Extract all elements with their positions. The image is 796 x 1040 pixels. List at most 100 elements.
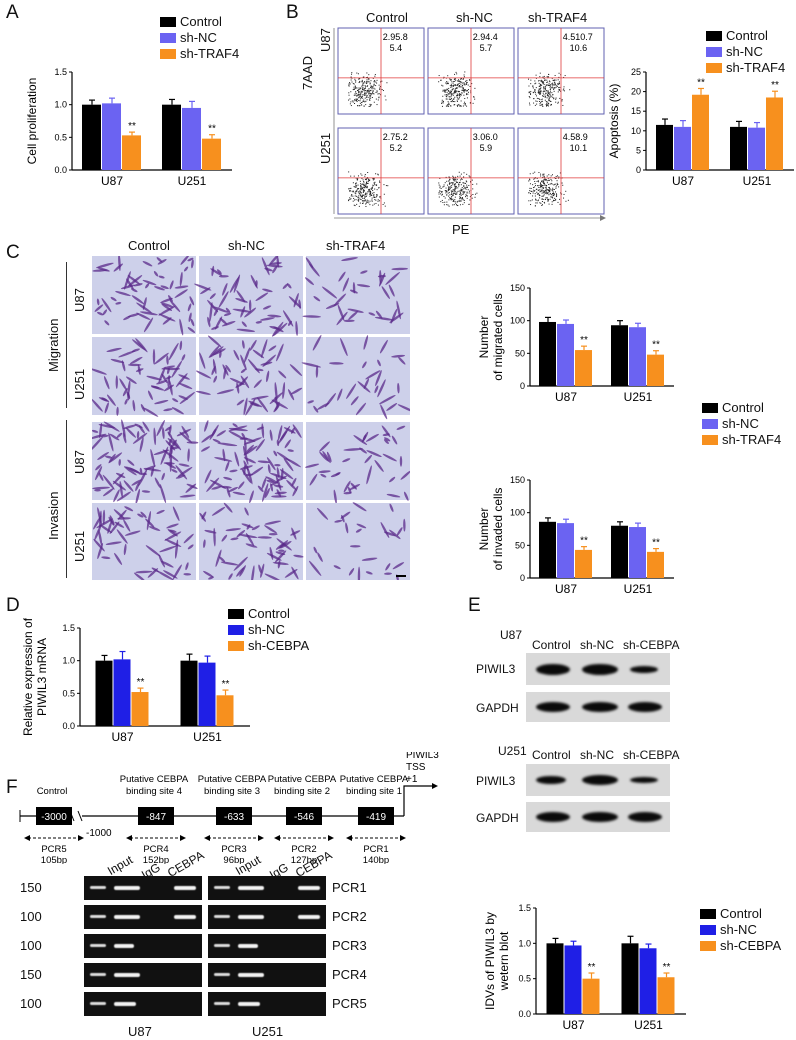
significance-mark: ** [588, 962, 596, 973]
primer-arrow-left [204, 835, 210, 841]
cells [92, 338, 195, 417]
panel-label-e: E [468, 595, 481, 616]
gel-cell-u87: U87 [128, 1024, 152, 1039]
bar-control [539, 521, 556, 578]
x-category-label: U251 [743, 174, 772, 188]
y-tick-label: 0.5 [518, 974, 531, 984]
site-box [138, 807, 174, 825]
primer-arrow-right [180, 835, 186, 841]
gel-strip [84, 963, 202, 987]
pcr-label: PCR4 [143, 844, 168, 855]
primer-arrow-left [126, 835, 132, 841]
legend-b: Control sh-NC sh-TRAF4 [706, 28, 785, 76]
site-box-label: -633 [224, 812, 244, 823]
transwell-image [199, 256, 303, 334]
gel-band [114, 886, 140, 890]
cells [92, 256, 196, 336]
gel-strip [84, 992, 202, 1016]
significance-mark: ** [208, 124, 216, 135]
primer-arrow-right [328, 835, 334, 841]
primer-arrow-left [274, 835, 280, 841]
tss-label: TSS [406, 762, 426, 773]
y-axis-label: of migrated cells [491, 293, 505, 380]
pcr-label: PCR3 [221, 844, 246, 855]
significance-mark: ** [771, 80, 779, 91]
panel-label-f: F [6, 777, 18, 798]
bar-chart-idv-western: 0.0 0.5 1.0 1.5 IDVs of PIWIL3 by wetern blot… [484, 903, 686, 1032]
flow-dots [438, 171, 478, 207]
wb-blot-gapdh-u251 [526, 802, 670, 832]
gel-mw-label: 150 [20, 967, 42, 982]
bar-control [180, 660, 198, 726]
gel-pcr-label: PCR5 [332, 996, 367, 1011]
y-tick-label: 1.0 [54, 100, 67, 110]
y-tick-label: 150 [510, 283, 525, 293]
cells [200, 420, 302, 504]
y-tick-label: 100 [510, 316, 525, 326]
site-title: binding site 4 [126, 786, 182, 797]
cells [92, 419, 199, 505]
site-box [36, 807, 72, 825]
y-tick-label: 1.5 [54, 67, 67, 77]
y-tick-label: 150 [510, 475, 525, 485]
pcr-size: 127bp [291, 855, 317, 864]
gel-band [114, 973, 140, 977]
gel-pcr-label: PCR4 [332, 967, 367, 982]
bar-sh-nc [182, 107, 201, 170]
bar-sh-traf4 [692, 94, 709, 170]
tw-row-u87-inv: U87 [72, 450, 87, 474]
x-category-label: U87 [111, 730, 133, 744]
bar-sh-cebpa [216, 695, 234, 726]
bar-sh-traf4 [122, 135, 141, 170]
gel-band [238, 973, 264, 977]
significance-mark: ** [580, 536, 588, 547]
x-category-label: U251 [178, 174, 207, 188]
flow-xaxis-label: PE [452, 222, 470, 237]
y-tick-label: 10 [631, 126, 641, 136]
bar-sh-traf4 [647, 551, 664, 578]
y-tick-label: 50 [515, 540, 525, 550]
bar-sh-cebpa [657, 977, 675, 1014]
gel-strip [208, 876, 326, 900]
wb-blot-piwil3-u87 [526, 653, 670, 685]
cells [199, 502, 304, 580]
wb-col-shcebpa-2: sh-CEBPA [623, 748, 680, 762]
bar-chart-invaded: 0 50 100 150 Number of invaded cells ** U87 ** U2… [478, 475, 674, 596]
site-box-label: -419 [366, 812, 386, 823]
site-title: binding site 1 [346, 786, 402, 797]
flow-quad-value: 5.2 [390, 143, 403, 153]
bar-sh-traf4 [647, 354, 664, 386]
y-axis-label: Number [478, 508, 491, 551]
bar-sh-nc [113, 659, 131, 726]
y-tick-label: 0.5 [54, 132, 67, 142]
chip-gel-panel: 150 PCR1 100 PCR2 100 PCR3 150 PCR4 100 PCR5 [20, 876, 380, 1026]
flow-col-shnc: sh-NC [456, 10, 493, 25]
gel-cell-u251: U251 [252, 1024, 284, 1039]
flow-quad-value: 3.06.0 [473, 132, 498, 142]
panel-label-b: B [286, 2, 299, 23]
y-tick-label: 1.0 [62, 656, 75, 666]
flow-quad-value: 4.58.9 [563, 132, 588, 142]
y-tick-label: 0 [520, 573, 525, 583]
cells [301, 334, 410, 420]
x-category-label: U251 [634, 1018, 663, 1032]
y-tick-label: 0.5 [62, 688, 75, 698]
flow-x-arrowhead [600, 215, 606, 221]
pcr-size: 152bp [143, 855, 169, 864]
flow-quad-value: 5.9 [480, 143, 493, 153]
y-tick-label: 0.0 [54, 165, 67, 175]
cells [305, 425, 410, 504]
y-axis-label: Cell proliferation [25, 78, 39, 165]
gel-band [114, 944, 134, 948]
site-title: Control [37, 786, 68, 797]
site-title: Putative CEBPA [268, 774, 337, 785]
legend-e: Control sh-NC sh-CEBPA [700, 906, 781, 954]
x-category-label: U87 [555, 582, 577, 596]
y-tick-label: 100 [510, 508, 525, 518]
tss-arrow [403, 785, 432, 816]
bar-sh-nc [557, 523, 574, 578]
tw-row-u251-inv: U251 [72, 530, 87, 562]
transwell-image [306, 422, 410, 500]
tss-label: PIWIL3 [406, 752, 439, 761]
y-axis-label: of invaded cells [491, 488, 505, 571]
